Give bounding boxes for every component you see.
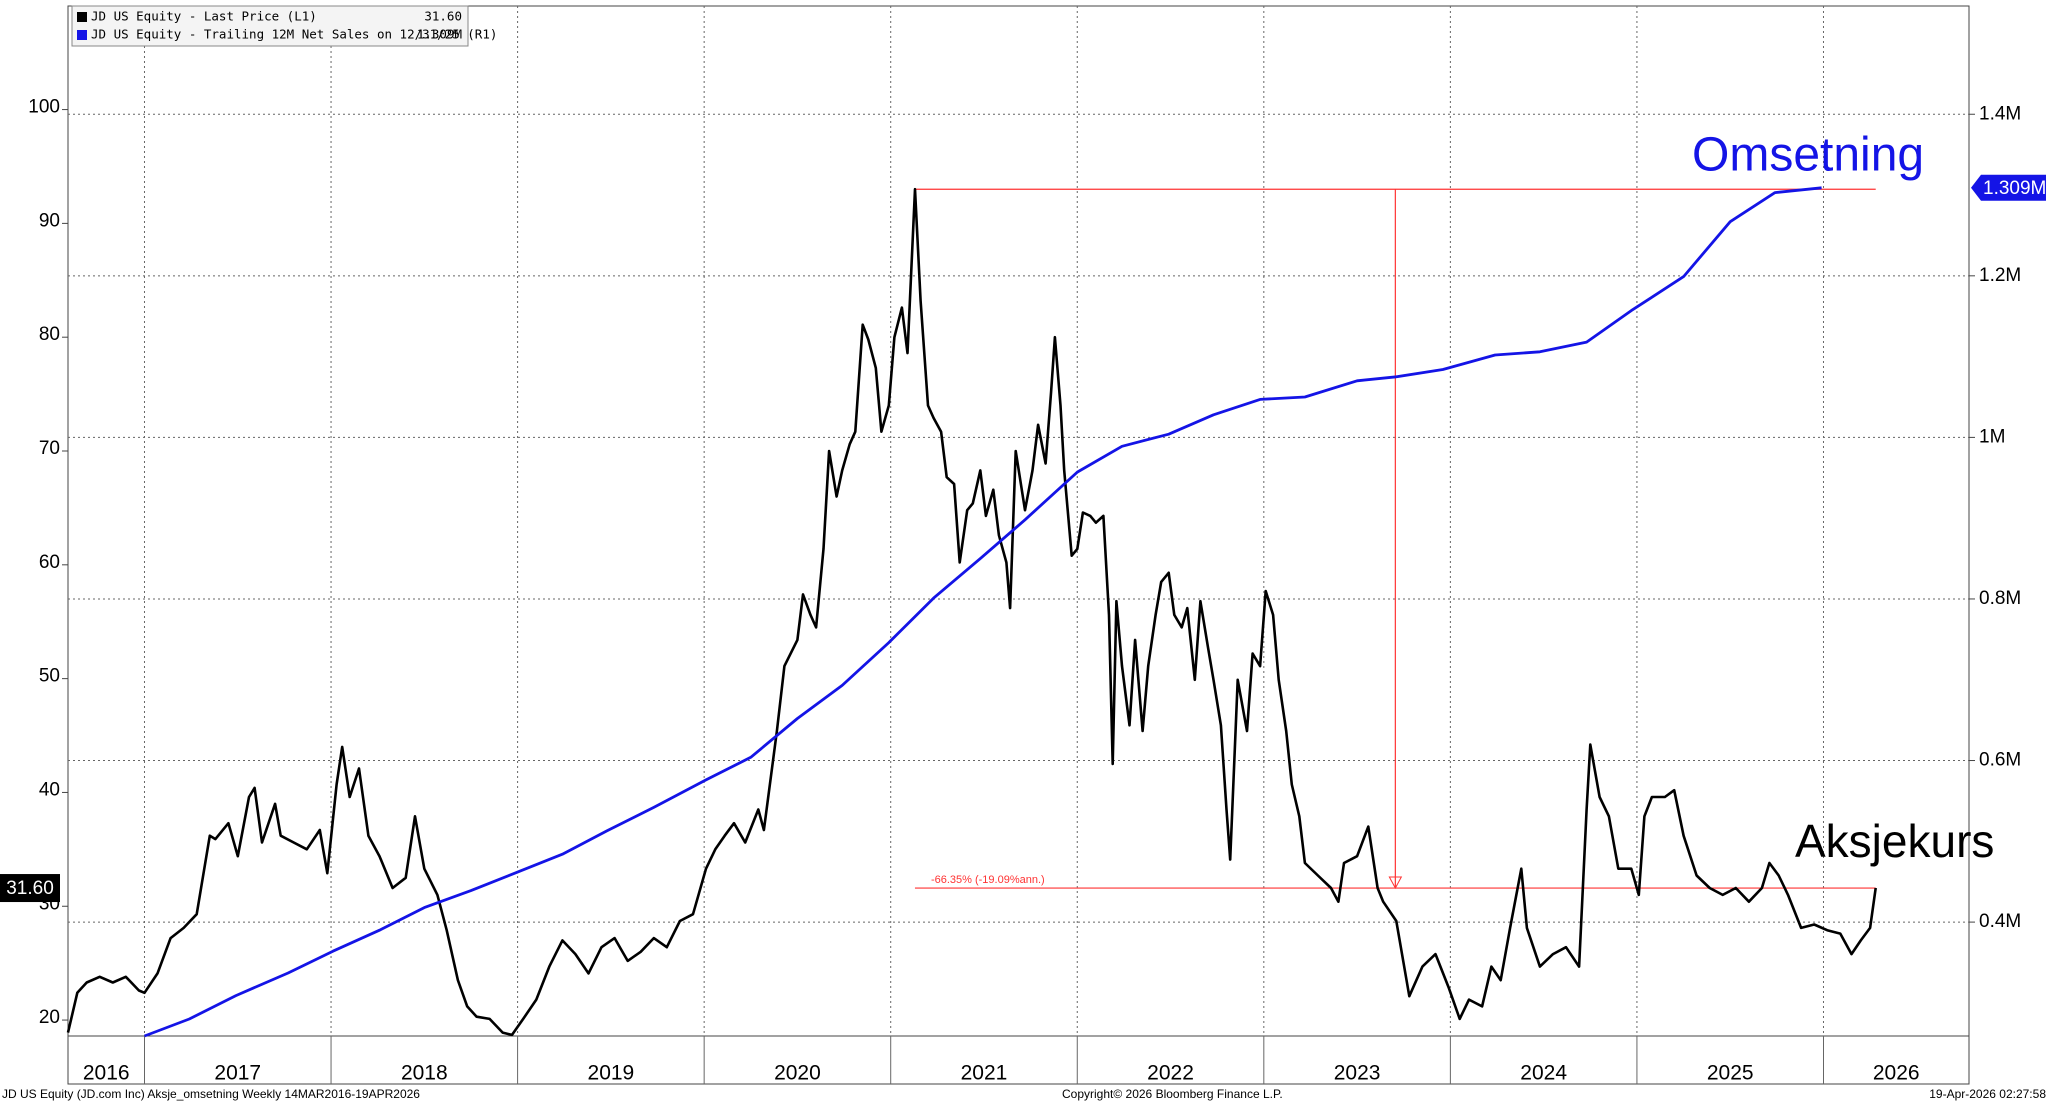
y-tick-label: 20	[39, 1007, 60, 1028]
series-line	[144, 186, 1822, 1038]
measure-label: -66.35% (-19.09%ann.)	[931, 874, 1045, 886]
marks: -66.35% (-19.09%ann.) 31.60 1.309M	[0, 174, 2046, 1038]
legend-value: 31.60	[424, 9, 462, 24]
legend-label: JD US Equity - Trailing 12M Net Sales on…	[91, 27, 497, 42]
legend-box	[71, 5, 469, 47]
last-value-label: 1.309M	[1983, 178, 2046, 199]
legend-value: 1.309M	[417, 27, 462, 42]
y-tick-label: 50	[39, 666, 60, 687]
series-line	[66, 187, 1877, 1037]
y-tick-label: 100	[28, 97, 60, 118]
legend-swatch	[77, 12, 87, 22]
y2-tick-label: 1.4M	[1979, 103, 2021, 124]
y2-tick-label: 0.6M	[1979, 750, 2021, 771]
y2-tick-label: 0.8M	[1979, 588, 2021, 609]
x-tick-label: 2018	[401, 1062, 448, 1085]
legend: JD US Equity - Last Price (L1) 31.60 JD US…	[71, 5, 497, 47]
x-tick-label: 2020	[774, 1062, 821, 1085]
y-tick-label: 70	[39, 438, 60, 459]
y-tick-label: 80	[39, 324, 60, 345]
x-tick-label: 2024	[1520, 1062, 1567, 1085]
footer: Copyright© 2026 Bloomberg Finance L.P.	[1062, 1087, 1283, 1101]
y-tick-label: 60	[39, 552, 60, 573]
x-tick-label: 2017	[214, 1062, 261, 1085]
y2-tick-label: 1.2M	[1979, 265, 2021, 286]
y-tick-label: 90	[39, 210, 60, 231]
legend-label: JD US Equity - Last Price (L1)	[91, 9, 317, 24]
x-tick-label: 2025	[1707, 1062, 1754, 1085]
grid: 2016 2017 2018 2019 2020 2021 2022 2023 2024 2025…	[28, 5, 2021, 1085]
x-tick-label: 2021	[961, 1062, 1008, 1085]
y2-tick-label: 1M	[1979, 426, 2005, 447]
x-tick-label: 2016	[83, 1062, 130, 1085]
plot-frame	[67, 5, 1970, 1085]
legend-swatch	[77, 30, 87, 40]
x-tick-label: 2023	[1334, 1062, 1381, 1085]
x-tick-label: 2022	[1147, 1062, 1194, 1085]
annotation: Aksjekurs	[1795, 815, 1994, 867]
last-value-tag	[0, 874, 60, 903]
measure-arrowhead	[1388, 876, 1403, 890]
annotation: Omsetning	[1692, 129, 1924, 182]
x-tick-label: 2026	[1873, 1062, 1920, 1085]
last-value-tag	[1971, 174, 2046, 201]
footer: JD US Equity (JD.com Inc) Aksje_omsetnin…	[2, 1087, 420, 1101]
last-value-label: 31.60	[6, 878, 54, 899]
x-tick-label: 2019	[588, 1062, 635, 1085]
footer: 19-Apr-2026 02:27:58	[1929, 1087, 2046, 1101]
y-tick-label: 40	[39, 779, 60, 800]
y2-tick-label: 0.4M	[1979, 911, 2021, 932]
